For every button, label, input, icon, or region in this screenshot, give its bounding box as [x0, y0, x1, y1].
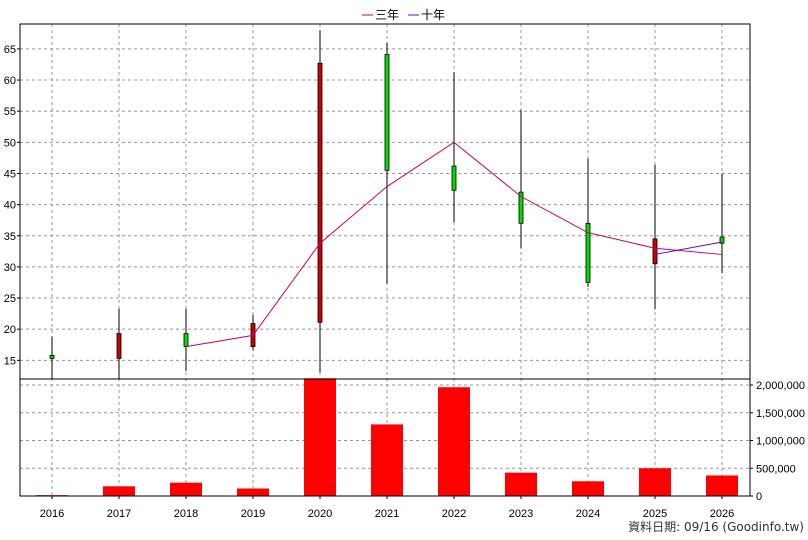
- volume-tick-label: 2,000,000: [756, 380, 805, 392]
- price-tick-label: 40: [4, 200, 16, 212]
- volume-bar: [505, 472, 537, 496]
- ten-year-line: [654, 241, 723, 255]
- price-tick-label: 30: [4, 262, 16, 274]
- volume-bar: [371, 424, 403, 496]
- price-tick-label: 45: [4, 168, 16, 180]
- volume-bar: [103, 486, 135, 496]
- three-year-line: [185, 141, 723, 348]
- year-tick-label: 2020: [308, 508, 332, 520]
- panel-frames: [19, 23, 751, 497]
- candle-body: [183, 333, 189, 348]
- price-axis: 15 20 25 30 35 40 45 50 55 60 65: [4, 44, 20, 367]
- volume-tick-label: 0: [756, 491, 762, 503]
- year-axis: 2016 2017 2018 2019 2020 2021 2022 2023 2024 2025…: [40, 496, 734, 520]
- candle-body: [719, 236, 725, 244]
- year-tick-label: 2017: [107, 508, 131, 520]
- candle-body: [384, 54, 390, 171]
- legend-label-ten-year: 十年: [421, 8, 445, 22]
- volume-bar: [706, 475, 738, 496]
- volume-bar: [438, 387, 470, 496]
- legend-label-three-year: 三年: [375, 8, 399, 22]
- price-tick-label: 25: [4, 293, 16, 305]
- candle-body: [451, 165, 457, 191]
- candle-body: [49, 354, 55, 359]
- legend: 三年 十年: [362, 8, 445, 22]
- year-tick-label: 2022: [442, 508, 466, 520]
- price-tick-label: 60: [4, 75, 16, 87]
- candle-body: [317, 62, 323, 323]
- year-tick-label: 2019: [241, 508, 265, 520]
- candle-body: [518, 191, 524, 224]
- volume-bar: [170, 482, 202, 496]
- year-tick-label: 2023: [509, 508, 533, 520]
- volume-bar: [639, 468, 671, 496]
- footer-source: 資料日期: 09/16 (Goodinfo.tw): [628, 520, 804, 534]
- year-tick-label: 2018: [174, 508, 198, 520]
- volume-tick-label: 500,000: [756, 463, 796, 475]
- year-tick-label: 2021: [375, 508, 399, 520]
- price-tick-label: 35: [4, 231, 16, 243]
- volume-tick-label: 1,000,000: [756, 436, 805, 448]
- year-tick-label: 2025: [643, 508, 667, 520]
- price-tick-label: 55: [4, 106, 16, 118]
- price-tick-label: 50: [4, 137, 16, 149]
- price-tick-label: 15: [4, 355, 16, 367]
- year-tick-label: 2016: [40, 508, 64, 520]
- price-tick-label: 65: [4, 44, 16, 56]
- candle-body: [116, 333, 122, 359]
- volume-axis: 0 500,000 1,000,000 1,500,000 2,000,000: [750, 380, 805, 503]
- volume-panel-frame: [19, 378, 751, 497]
- volume-bar: [572, 481, 604, 496]
- volume-bars: [36, 378, 738, 497]
- year-tick-label: 2026: [710, 508, 734, 520]
- volume-bar: [304, 378, 336, 496]
- candles: [49, 30, 725, 379]
- year-tick-label: 2024: [576, 508, 600, 520]
- price-tick-label: 20: [4, 324, 16, 336]
- candle-body: [585, 222, 591, 283]
- candle-body: [652, 238, 658, 265]
- moving-average-lines: [185, 141, 723, 348]
- volume-bar: [237, 488, 269, 496]
- volume-tick-label: 1,500,000: [756, 408, 805, 420]
